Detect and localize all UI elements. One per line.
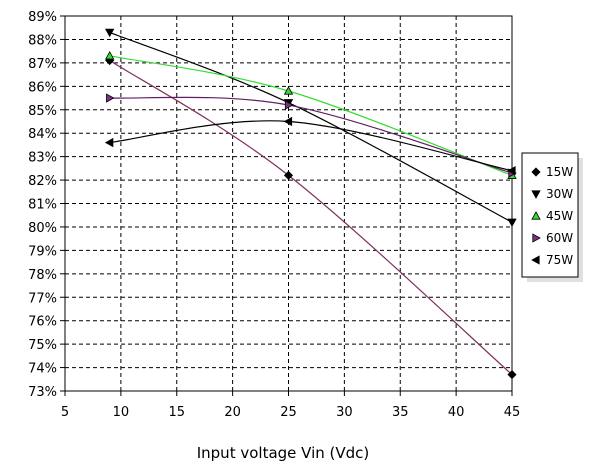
y-tick-label: 75%: [28, 338, 57, 353]
data-point-60w: [284, 100, 294, 110]
x-tick-label: 15: [168, 405, 185, 420]
legend-items: 15W 30W 45W 60W 75W: [531, 165, 573, 267]
legend-marker-30w: [531, 190, 541, 199]
data-point-45w: [105, 51, 115, 60]
x-tick-label: 25: [280, 405, 297, 420]
y-tick-label: 87%: [28, 57, 57, 72]
y-tick-label: 79%: [28, 244, 57, 259]
data-point-15w: [283, 170, 294, 180]
y-tick-label: 74%: [28, 362, 57, 377]
x-tick-label: 20: [224, 405, 241, 420]
y-tick-label: 83%: [28, 151, 57, 166]
axes: [60, 15, 513, 396]
legend-marker-60w: [532, 233, 541, 243]
data-point-15w: [507, 370, 517, 380]
x-tick-label: 30: [336, 405, 353, 420]
data-point-75w: [283, 116, 293, 127]
y-tick-label: 81%: [28, 198, 57, 213]
legend-label-45w: 45W: [546, 209, 573, 223]
y-tick-label: 77%: [28, 291, 57, 306]
y-tick-label: 82%: [28, 174, 57, 189]
x-tick-label: 45: [504, 405, 521, 420]
y-tick-label: 84%: [28, 127, 57, 142]
x-tick-label: 35: [392, 405, 409, 420]
data-point-75w: [104, 137, 114, 148]
y-tick-label: 89%: [28, 10, 57, 25]
series-line-15w: [109, 60, 513, 376]
x-tick-label: 10: [113, 405, 130, 420]
legend-marker-15w: [531, 167, 541, 177]
x-tick-label: 40: [448, 405, 465, 420]
legend-label-15w: 15W: [546, 165, 573, 179]
legend: 15W 30W 45W 60W 75W: [521, 152, 583, 282]
legend-marker-45w: [531, 211, 541, 220]
legend-box: [521, 152, 579, 278]
y-tick-label: 88%: [28, 33, 57, 48]
y-tick-label: 85%: [28, 104, 57, 119]
y-tick-label: 73%: [28, 385, 57, 400]
grid: [65, 16, 512, 391]
x-axis-title: Input voltage Vin (Vdc): [197, 444, 370, 462]
data-point-30w: [507, 218, 517, 228]
data-point-45w: [283, 86, 294, 95]
y-tick-label: 86%: [28, 80, 57, 95]
y-tick-label: 76%: [28, 315, 57, 330]
legend-label-75w: 75W: [546, 253, 573, 267]
x-tick-label: 5: [61, 405, 69, 420]
legend-label-30w: 30W: [546, 187, 573, 201]
data-point-30w: [105, 28, 115, 38]
data-point-60w: [106, 93, 115, 103]
tick-labels: 5 10 15 20 25 30 35 40 45 73% 74% 75% 76% 77% 78% 79% 80…: [28, 10, 520, 420]
series-markers: [104, 28, 517, 380]
legend-label-60w: 60W: [546, 231, 573, 245]
data-point-75w: [507, 166, 516, 176]
y-tick-label: 78%: [28, 268, 57, 283]
y-tick-label: 80%: [28, 221, 57, 236]
legend-marker-75w: [531, 255, 540, 265]
